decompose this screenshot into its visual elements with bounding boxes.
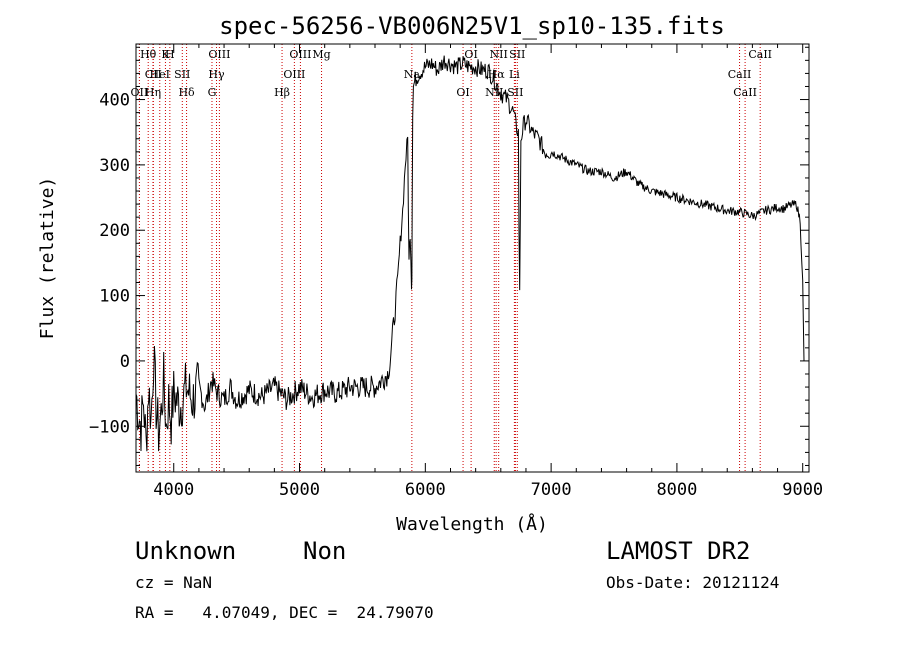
- x-axis-label: Wavelength (Å): [396, 513, 548, 535]
- line-label: Na: [404, 68, 421, 81]
- line-label: SII: [509, 48, 525, 61]
- line-label: OIII: [208, 48, 230, 61]
- line-label: CaII: [733, 86, 757, 99]
- x-tick-label: 5000: [279, 480, 320, 500]
- x-axis-ticks: 4000 5000 6000 7000 8000 9000: [153, 44, 823, 500]
- line-label: OIII: [283, 68, 305, 81]
- line-label: OII: [131, 86, 149, 99]
- line-label: Hδ: [178, 86, 195, 99]
- line-label: CII: [145, 68, 162, 81]
- line-label: SII: [507, 86, 523, 99]
- line-label: Li: [509, 68, 520, 81]
- ra-dec-coordinates: RA = 4.07049, DEC = 24.79070: [135, 603, 434, 622]
- line-label: HeI: [150, 68, 170, 81]
- line-label: Hθ: [140, 48, 157, 61]
- x-tick-label: 7000: [531, 480, 572, 500]
- line-label: SII: [174, 68, 190, 81]
- line-label: NII: [490, 48, 508, 61]
- spectrum-line: [135, 55, 805, 452]
- line-label: Hα: [488, 68, 506, 81]
- line-label: OI: [464, 48, 477, 61]
- line-label: Hβ: [274, 86, 290, 99]
- object-subclass: Non: [303, 537, 347, 565]
- y-axis-label: Flux (relative): [37, 177, 58, 340]
- spectral-line-labels: Hθ CII OII K HeI Hη H SII Hδ OIII Hγ G OIII OIII Hβ Mg N…: [131, 48, 772, 99]
- spectral-line-markers: [138, 44, 761, 472]
- survey-name: LAMOST DR2: [606, 537, 751, 565]
- y-tick-label: 0: [120, 352, 130, 372]
- object-class: Unknown: [135, 537, 237, 565]
- plot-frame: [135, 43, 810, 473]
- x-tick-label: 6000: [405, 480, 446, 500]
- x-tick-label: 4000: [153, 480, 194, 500]
- line-label: H: [165, 48, 175, 61]
- line-label: Hη: [145, 86, 161, 99]
- y-tick-label: 300: [99, 156, 130, 176]
- chart-title: spec-56256-VB006N25V1_sp10-135.fits: [219, 12, 725, 40]
- y-tick-label: −100: [89, 417, 130, 437]
- x-tick-label: 9000: [782, 480, 823, 500]
- redshift-cz: cz = NaN: [135, 573, 213, 592]
- line-label: OIII: [289, 48, 311, 61]
- y-tick-label: 200: [99, 221, 130, 241]
- line-label: K: [161, 48, 170, 61]
- line-label: Mg: [312, 48, 330, 61]
- line-label: G: [208, 86, 217, 99]
- y-tick-label: 400: [99, 91, 130, 111]
- line-label: Hγ: [208, 68, 225, 81]
- line-label: CaII: [748, 48, 772, 61]
- line-label: CaII: [728, 68, 752, 81]
- y-tick-label: 100: [99, 287, 130, 307]
- x-tick-label: 8000: [656, 480, 697, 500]
- line-label: OI: [456, 86, 469, 99]
- line-label: NII: [485, 86, 503, 99]
- y-axis-ticks: −100 0 100 200 300 400: [89, 46, 809, 466]
- observation-date: Obs-Date: 20121124: [606, 573, 780, 592]
